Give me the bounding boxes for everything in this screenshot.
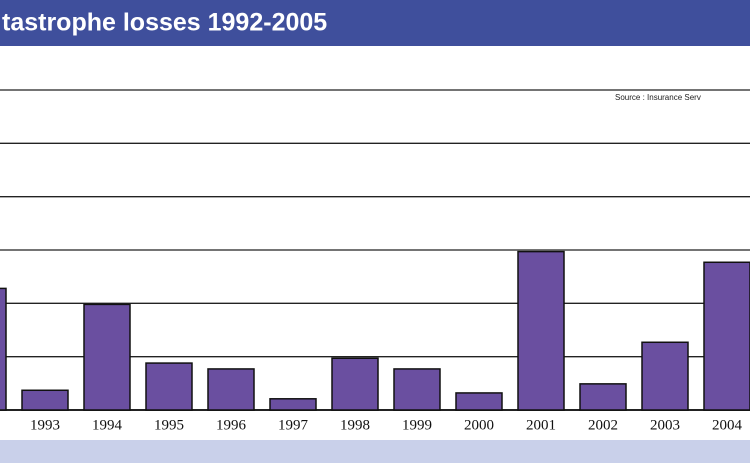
bar bbox=[0, 287, 7, 411]
chart-title: tastrophe losses 1992-2005 bbox=[2, 9, 327, 37]
bar bbox=[21, 389, 69, 411]
source-note: Source : Insurance Serv bbox=[615, 93, 701, 102]
bar bbox=[331, 357, 379, 411]
x-tick-label: 1997 bbox=[278, 417, 309, 433]
footer-strip bbox=[0, 440, 750, 463]
bar bbox=[455, 392, 503, 411]
x-tick-label: 2004 bbox=[712, 417, 743, 433]
bar bbox=[393, 368, 441, 411]
bar bbox=[703, 261, 750, 411]
bar bbox=[517, 250, 565, 411]
bar bbox=[83, 303, 131, 411]
x-tick-label: 1999 bbox=[402, 417, 432, 433]
x-tick-label: 1994 bbox=[92, 417, 123, 433]
x-tick-label: 2002 bbox=[588, 417, 618, 433]
x-tick-label: 1995 bbox=[154, 417, 184, 433]
bar bbox=[145, 362, 193, 411]
title-bar bbox=[0, 0, 750, 46]
bar bbox=[269, 398, 317, 411]
x-tick-label: 2001 bbox=[526, 417, 556, 433]
x-tick-label: 1993 bbox=[30, 417, 60, 433]
x-tick-label: 1996 bbox=[216, 417, 247, 433]
bar bbox=[207, 368, 255, 411]
x-tick-label: 1998 bbox=[340, 417, 370, 433]
bar bbox=[641, 341, 689, 411]
bar bbox=[579, 383, 627, 411]
x-tick-label: 2000 bbox=[464, 417, 494, 433]
x-tick-label: 2003 bbox=[650, 417, 680, 433]
